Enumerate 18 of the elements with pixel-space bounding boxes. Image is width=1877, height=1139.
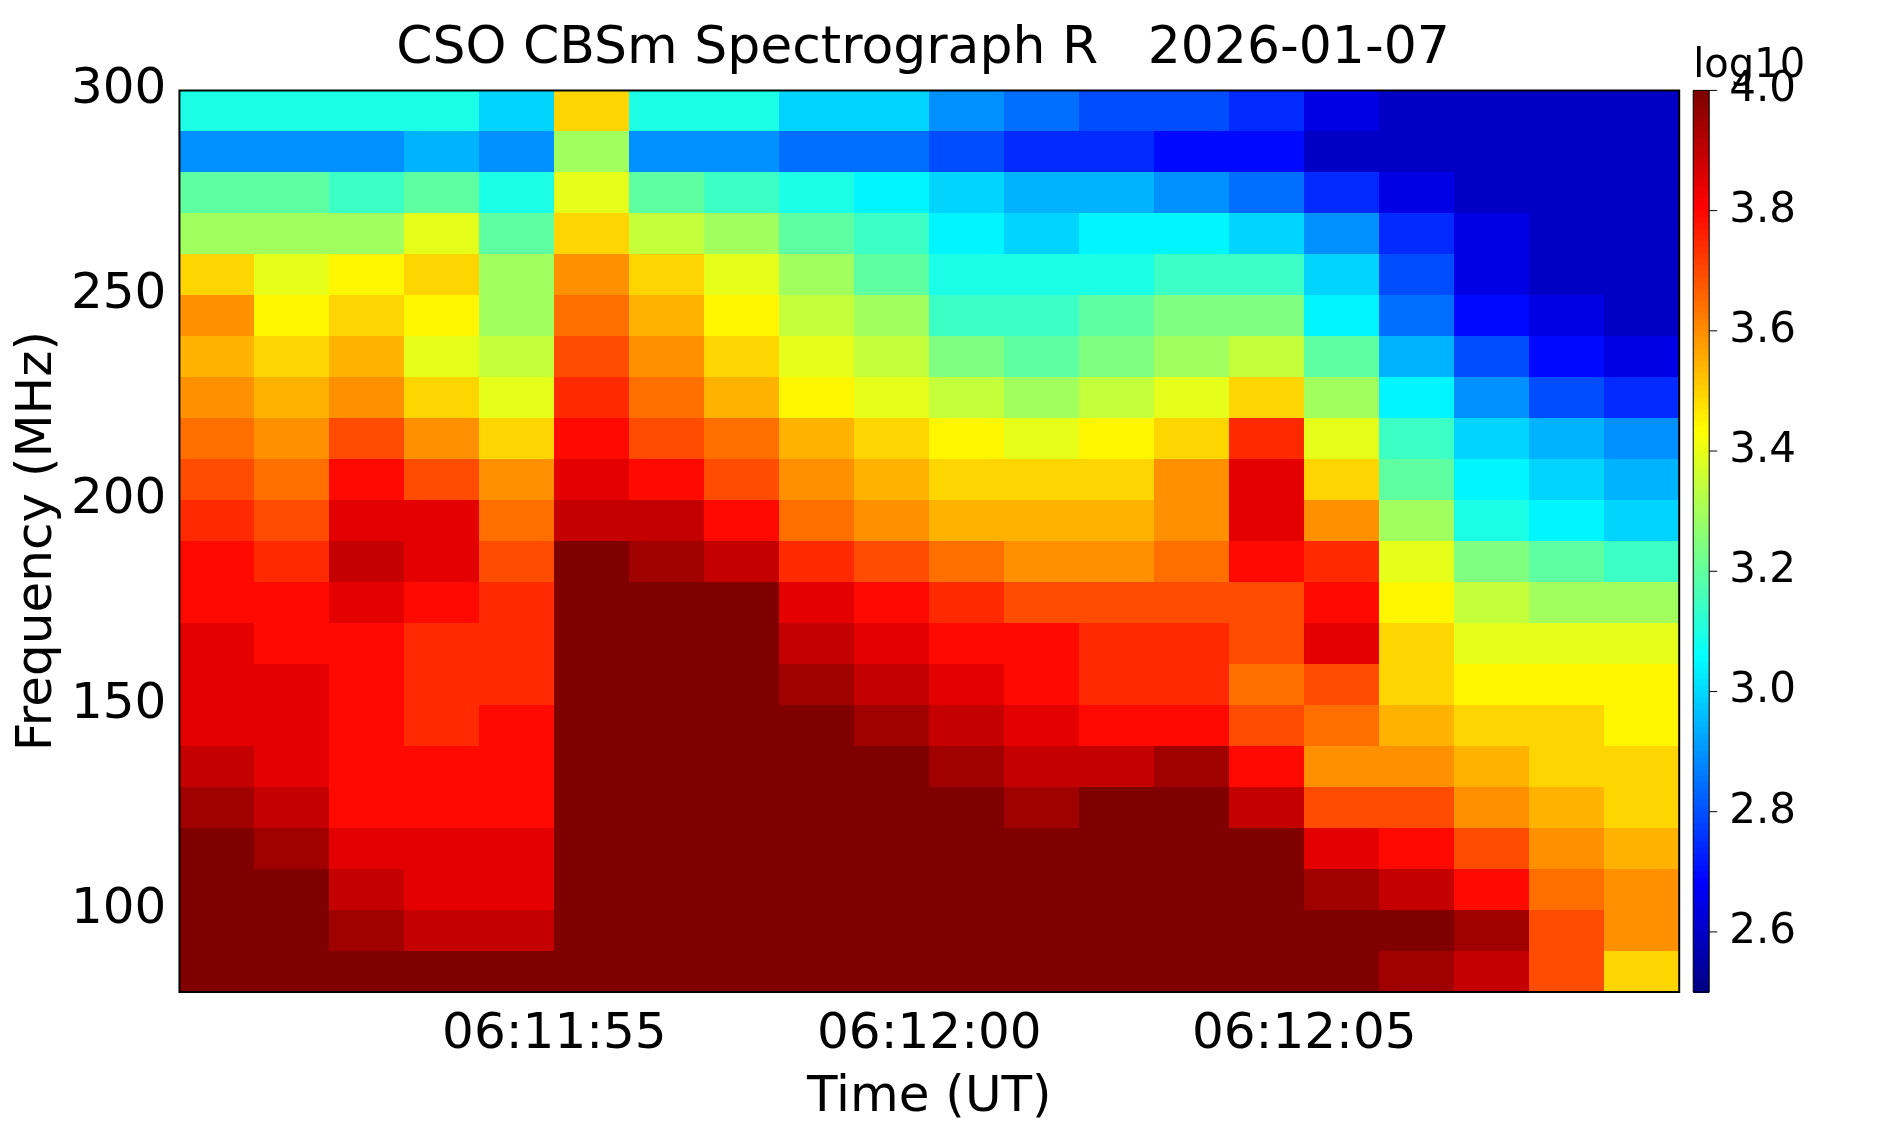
y-tick-label: 200: [71, 467, 167, 526]
x-axis-title: Time (UT): [806, 1064, 1052, 1123]
color-bar-label: 3.0: [1729, 663, 1796, 713]
color-bar-label: 3.4: [1729, 422, 1796, 472]
x-tick-label: 06:12:00: [817, 1001, 1042, 1060]
y-tick-label: 300: [71, 57, 167, 116]
y-tick-label: 100: [71, 877, 167, 936]
color-bar-label: 3.6: [1729, 302, 1796, 352]
x-tick-label: 06:12:05: [1191, 1001, 1417, 1060]
color-bar-label: 3.2: [1729, 543, 1796, 593]
chart-title: CSO CBSm Spectrograph R 2026-01-07: [396, 14, 1450, 75]
y-tick-label: 250: [71, 262, 167, 321]
color-bar-label: 2.8: [1729, 783, 1796, 833]
y-tick-label: 150: [71, 672, 167, 731]
y-axis-title: Frequency (MHz): [4, 331, 63, 752]
x-tick-label: 06:11:55: [442, 1001, 667, 1060]
color-bar-label: 3.8: [1729, 182, 1796, 232]
color-bar-label: 2.6: [1729, 903, 1796, 953]
